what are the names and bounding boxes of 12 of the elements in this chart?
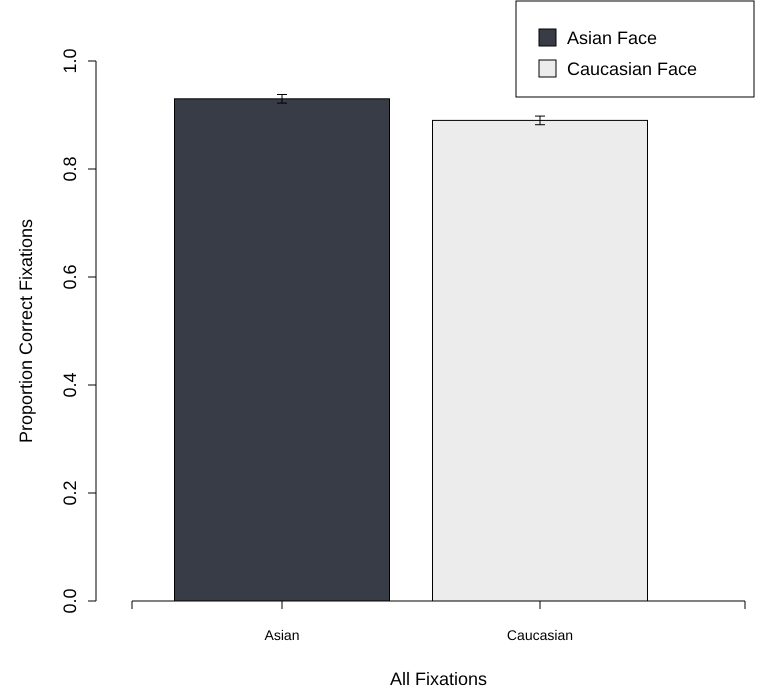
legend-label: Caucasian Face [567, 59, 698, 79]
x-tick-label: Caucasian [506, 627, 574, 643]
x-axis-title: All Fixations [390, 669, 488, 689]
legend-label: Asian Face [567, 28, 658, 48]
y-tick-label: 0.0 [60, 588, 80, 614]
y-tick-label: 1.0 [60, 48, 80, 74]
y-tick-label: 0.8 [60, 156, 80, 182]
y-tick-label: 0.6 [60, 264, 80, 290]
y-axis-title: Proportion Correct Fixations [16, 218, 36, 444]
x-tick-label: Asian [264, 627, 300, 643]
y-tick-label: 0.2 [60, 480, 80, 506]
y-tick-label: 0.4 [60, 372, 80, 398]
